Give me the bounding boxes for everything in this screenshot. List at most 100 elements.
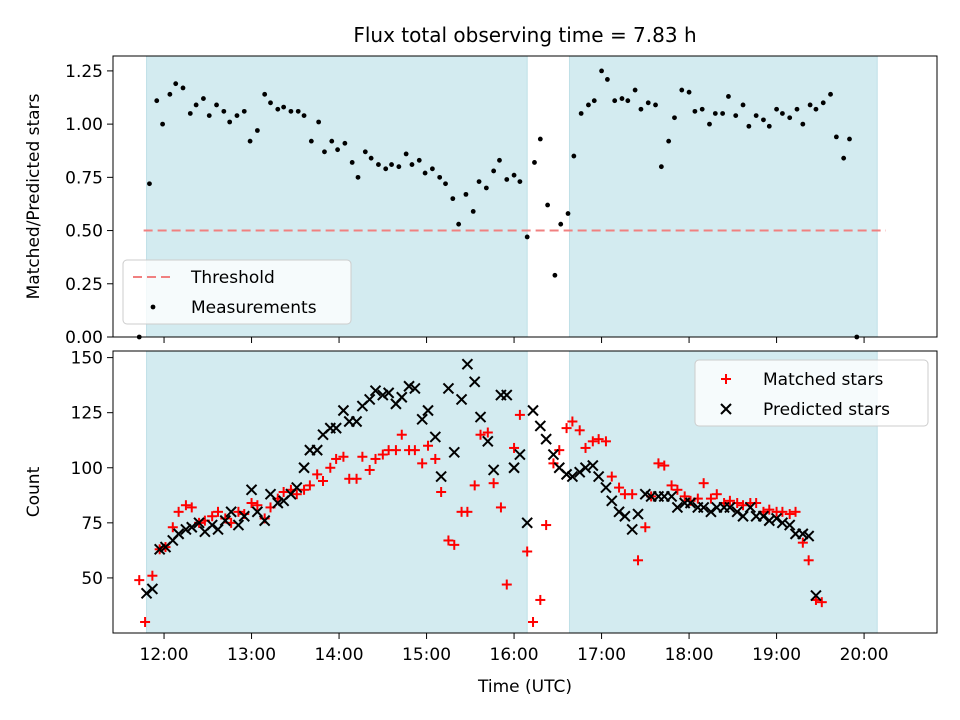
measurement-point [645,100,651,106]
measurement-point [429,166,435,172]
predicted-star-point [592,470,605,483]
predicted-star-point [757,510,770,522]
matched-star-point [672,484,683,495]
legend-box [694,359,929,427]
measurement-point [147,181,152,187]
matched-star-point [207,511,218,522]
matched-star-point [777,506,788,517]
matched-star-point [291,489,302,500]
predicted-star-point [776,517,789,529]
measurement-point [221,108,227,114]
measurement-point [206,113,212,119]
measurement-point [780,111,785,116]
matched-star-point [423,440,434,451]
predicted-star-point [737,510,749,522]
legend-matched-label: Matched stars [763,370,883,390]
predicted-star-point [613,506,625,518]
y-tick-label: 50 [81,569,103,589]
predicted-star-point [212,523,224,536]
matched-star-point [377,449,388,460]
bottom-predicted-points [140,358,822,602]
predicted-star-point [382,387,395,399]
measurement-point [247,138,253,144]
x-tick-label: 20:00 [840,645,889,665]
shaded-span-2 [568,55,878,338]
matched-star-point [606,471,617,482]
measurement-point [389,162,394,167]
measurement-point [201,96,206,101]
measurement-point [794,106,800,112]
predicted-star-point [422,404,434,417]
matched-star-point [180,500,191,511]
predicted-star-point [573,466,586,478]
measurement-point [262,91,268,97]
predicted-star-point [534,420,547,432]
matched-star-point [600,436,611,447]
measurement-point [241,108,247,114]
predicted-star-point [671,501,684,514]
matched-star-point [495,502,506,513]
predicted-star-point [245,484,258,496]
matched-star-point [147,570,158,581]
y-tick-label: 0.75 [65,168,103,188]
predicted-star-point [482,435,494,448]
x-tick-label: 13:00 [227,645,276,665]
measurement-point [349,160,355,165]
matched-star-point [509,442,520,453]
measurement-point [193,102,199,108]
measurement-point [632,87,638,93]
measurement-point [537,136,543,142]
predicted-star-point [429,431,442,443]
matched-star-point [357,451,368,462]
predicted-star-point [619,510,631,522]
predicted-star-point [468,376,481,388]
predicted-star-point [508,462,520,474]
predicted-star-point [684,497,697,509]
measurement-point [761,117,766,123]
measurement-point [214,102,219,108]
measurement-point [476,179,482,184]
measurement-point [571,153,577,159]
y-tick-label: 0.50 [65,222,103,242]
measurement-point [599,68,604,74]
predicted-star-point [697,501,710,514]
matched-star-point [436,487,447,497]
measurement-point [833,134,839,140]
x-tick-label: 12:00 [140,645,189,665]
predicted-star-point [783,519,796,531]
matched-star-point [548,458,559,469]
matched-star-point [364,464,375,475]
predicted-star-point [435,470,447,483]
measurement-point [699,106,705,112]
predicted-star-point [566,470,579,483]
measurement-point [368,155,374,161]
matched-star-point [535,594,546,605]
matched-star-point [417,458,428,469]
measurement-point [416,157,422,163]
bottom-x-ticks: 12:00 13:00 14:00 15:00 16:00 17:00 18:00 19:00… [140,633,889,665]
predicted-star-point [770,512,783,525]
y-tick-label: 0.00 [65,328,103,348]
x-tick-label: 17:00 [577,645,626,665]
measurement-point [275,106,281,112]
matched-star-point [167,522,178,533]
matched-star-point [561,423,572,434]
predicted-star-point [547,448,560,461]
matched-star-point [574,425,585,436]
predicted-star-point [409,382,421,395]
measurement-point [591,98,597,104]
measurement-point [268,100,273,106]
measurement-point [383,166,389,172]
bottom-x-axis-label: Time (UTC) [477,677,572,697]
matched-star-point [528,616,539,627]
measurement-point [227,119,233,125]
matched-star-point [797,537,808,548]
matched-star-point [738,500,749,511]
measurement-point [800,121,806,127]
matched-star-point [278,487,289,497]
predicted-star-point [442,382,455,395]
measurement-point [586,102,591,108]
predicted-star-point [416,413,428,426]
matched-star-point [698,478,709,489]
